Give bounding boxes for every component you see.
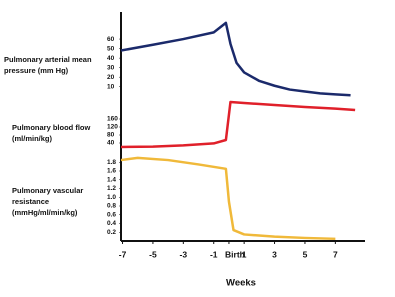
y-tick-label: 0.4: [107, 220, 116, 227]
y-tick-label: 160: [107, 116, 118, 123]
series-line: [120, 21, 351, 97]
x-axis-label: Weeks: [226, 278, 256, 289]
panel-label: (ml/min/kg): [12, 134, 53, 143]
y-tick-label: 40: [107, 55, 115, 62]
panel-label: pressure (mm Hg): [4, 66, 69, 75]
x-tick-label: -3: [180, 249, 188, 259]
y-tick-label: 80: [107, 132, 115, 139]
y-tick-label: 1.8: [107, 159, 116, 166]
y-tick-label: 10: [107, 83, 115, 90]
x-tick-label: 5: [303, 249, 308, 259]
x-tick-label: -5: [149, 249, 157, 259]
y-tick-label: 1.0: [107, 194, 116, 201]
series-line: [120, 156, 336, 241]
y-tick-label: 1.6: [107, 168, 116, 175]
y-tick-label: 120: [107, 124, 118, 131]
y-tick-label: 30: [107, 64, 115, 71]
y-tick-label: 0.8: [107, 203, 116, 210]
y-tick-label: 40: [107, 140, 115, 147]
panel-label: Pulmonary vascular: [12, 186, 83, 195]
x-tick-label: -1: [210, 249, 218, 259]
panel-label: Pulmonary blood flow: [12, 123, 90, 132]
x-tick-label: -7: [119, 249, 127, 259]
x-tick-label: 7: [333, 249, 338, 259]
y-tick-label: 1.2: [107, 185, 116, 192]
panel-label: Pulmonary arterial mean: [4, 55, 92, 64]
y-tick-label: 50: [107, 45, 115, 52]
panel-label: resistance: [12, 197, 49, 206]
y-tick-label: 20: [107, 74, 115, 81]
y-tick-label: 0.6: [107, 211, 116, 218]
x-tick-label: Birth: [225, 249, 245, 259]
x-tick-label: 1: [242, 249, 247, 259]
panel-label: (mmHg/ml/min/kg): [12, 208, 78, 217]
x-tick-label: 3: [272, 249, 277, 259]
y-tick-label: 0.2: [107, 229, 116, 236]
y-tick-label: 1.4: [107, 176, 116, 183]
y-tick-label: 60: [107, 36, 115, 43]
series-line: [120, 100, 356, 149]
